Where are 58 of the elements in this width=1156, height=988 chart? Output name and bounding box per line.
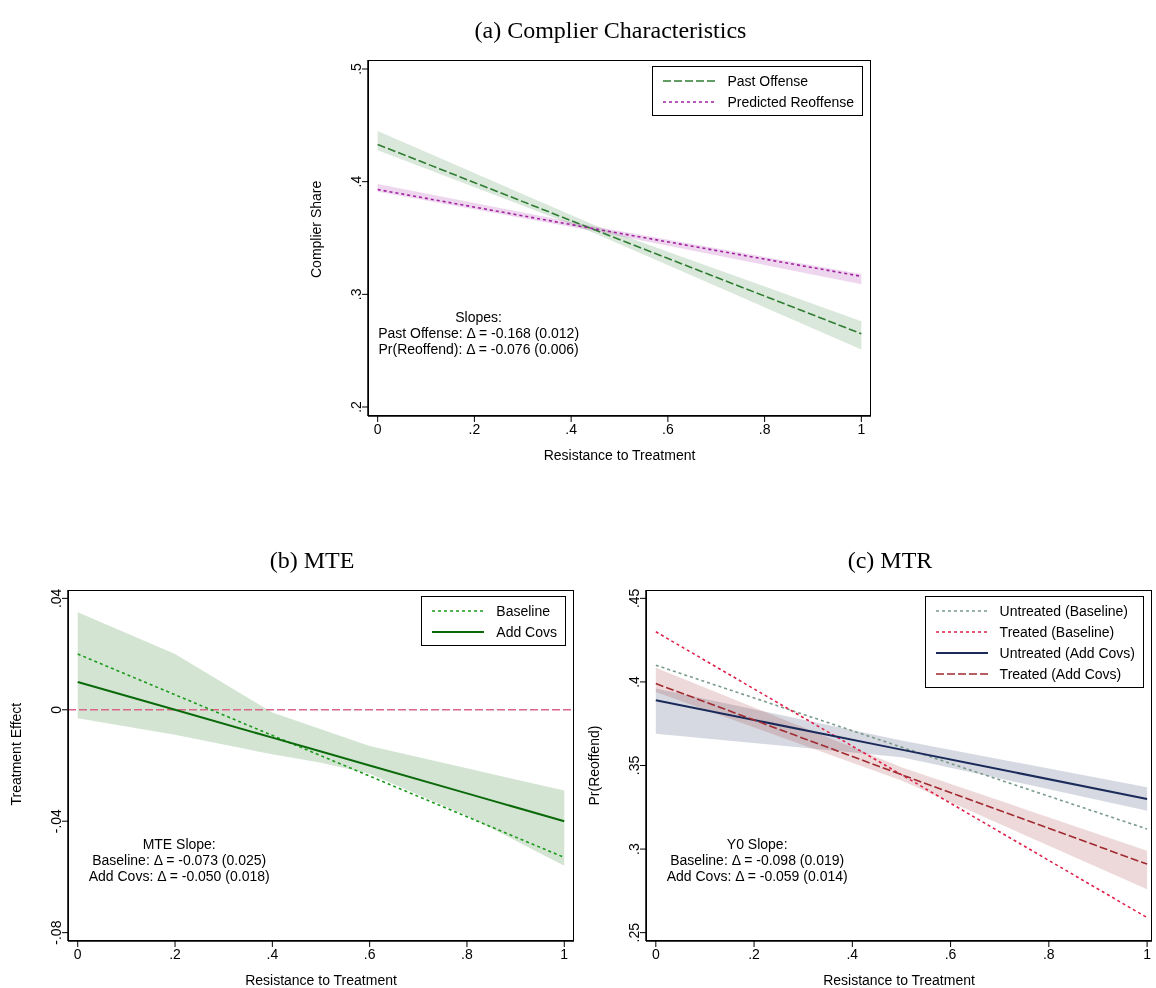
x-tick-label: 0 bbox=[651, 945, 660, 962]
x-tick-label: .6 bbox=[944, 945, 957, 962]
y-axis-title: Treatment Effect bbox=[7, 702, 24, 806]
x-tick-label: .4 bbox=[266, 945, 279, 962]
x-tick-label: .2 bbox=[169, 945, 182, 962]
line-series bbox=[76, 680, 566, 823]
annotation: Add Covs: Δ = -0.050 (0.018) bbox=[87, 867, 271, 884]
y-tick-label: .25 bbox=[625, 922, 642, 943]
legend-label: Untreated (Baseline) bbox=[999, 602, 1128, 619]
legend-label: Past Offense bbox=[727, 72, 809, 89]
y-tick-label: .45 bbox=[625, 588, 642, 609]
y-tick-label: .4 bbox=[625, 675, 642, 688]
x-axis-title: Resistance to Treatment bbox=[543, 447, 696, 463]
y-tick-label: .3 bbox=[347, 288, 364, 301]
annotation: Y0 Slope: bbox=[725, 835, 789, 852]
y-tick-label: .2 bbox=[347, 400, 364, 413]
x-tick-label: .4 bbox=[565, 420, 578, 437]
x-tick-label: .8 bbox=[758, 420, 771, 437]
y-tick-label: .3 bbox=[625, 843, 642, 855]
y-tick-label: .04 bbox=[47, 588, 64, 609]
x-tick-label: .4 bbox=[846, 945, 859, 962]
annotation: MTE Slope: bbox=[141, 835, 217, 852]
chart-title: (a) Complier Characteristics bbox=[473, 16, 748, 45]
y-axis-title: Pr(Reoffend) bbox=[585, 725, 602, 806]
x-tick-label: .8 bbox=[461, 945, 474, 962]
legend-label: Baseline bbox=[496, 602, 550, 619]
x-tick-label: .2 bbox=[748, 945, 761, 962]
chart-title: (b) MTE bbox=[268, 546, 356, 575]
y-tick-label: .5 bbox=[347, 62, 364, 75]
x-tick-label: 1 bbox=[560, 945, 569, 962]
legend-label: Untreated (Add Covs) bbox=[999, 644, 1135, 661]
x-tick-label: 0 bbox=[373, 420, 382, 437]
annotation: Add Covs: Δ = -0.059 (0.014) bbox=[665, 867, 849, 884]
y-tick-label: 0 bbox=[47, 705, 64, 714]
y-axis-title: Complier Share bbox=[307, 180, 324, 278]
legend-label: Predicted Reoffense bbox=[727, 93, 854, 110]
x-tick-label: 1 bbox=[1143, 945, 1152, 962]
annotation: Past Offense: Δ = -0.168 (0.012) bbox=[378, 325, 580, 342]
annotation: Baseline: Δ = -0.073 (0.025) bbox=[91, 851, 268, 868]
y-tick-label: -.08 bbox=[47, 920, 64, 945]
y-tick-label: -.04 bbox=[47, 808, 64, 834]
y-tick-label: .4 bbox=[347, 175, 364, 188]
x-tick-label: 0 bbox=[73, 945, 82, 962]
x-tick-label: .8 bbox=[1042, 945, 1055, 962]
x-tick-label: 1 bbox=[857, 420, 866, 437]
annotation: Baseline: Δ = -0.098 (0.019) bbox=[669, 851, 846, 868]
legend-label: Treated (Add Covs) bbox=[999, 665, 1122, 682]
legend-label: Add Covs bbox=[496, 623, 557, 640]
annotation: Slopes: bbox=[454, 309, 503, 326]
x-tick-label: .2 bbox=[468, 420, 481, 437]
chart-title: (c) MTR bbox=[846, 546, 934, 575]
legend-label: Treated (Baseline) bbox=[999, 623, 1115, 640]
x-axis-title: Resistance to Treatment bbox=[245, 972, 397, 988]
x-tick-label: .6 bbox=[662, 420, 674, 437]
x-tick-label: .6 bbox=[363, 945, 376, 962]
annotation: Pr(Reoffend): Δ = -0.076 (0.006) bbox=[378, 341, 580, 358]
y-tick-label: .35 bbox=[625, 755, 642, 776]
x-axis-title: Resistance to Treatment bbox=[823, 972, 975, 988]
